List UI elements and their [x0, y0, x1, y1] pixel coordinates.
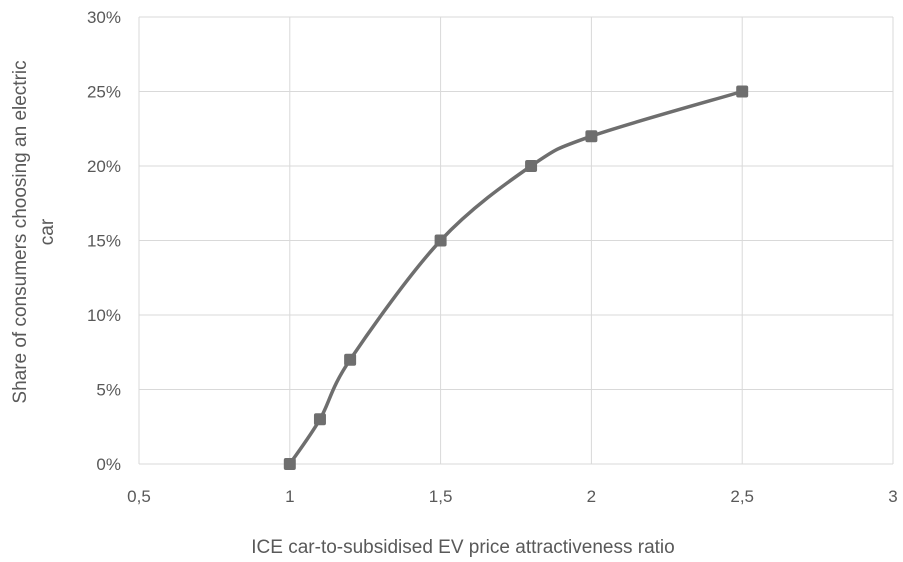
- data-point-marker: [736, 86, 748, 98]
- y-axis-tick-labels: 0% 5% 10% 15% 20% 25% 30%: [87, 8, 121, 474]
- series-line: [290, 92, 742, 465]
- data-point-marker: [314, 413, 326, 425]
- y-axis-title-line-2: car: [37, 218, 58, 245]
- data-point-marker: [585, 130, 597, 142]
- y-tick-label: 30%: [87, 8, 121, 27]
- y-tick-label: 25%: [87, 83, 121, 102]
- data-point-marker: [284, 458, 296, 470]
- data-point-marker: [435, 235, 447, 247]
- y-tick-label: 15%: [87, 232, 121, 251]
- data-point-marker: [525, 160, 537, 172]
- data-point-marker: [344, 354, 356, 366]
- x-tick-label: 2,5: [730, 487, 754, 506]
- x-tick-label: 3: [888, 487, 897, 506]
- y-tick-label: 5%: [96, 381, 121, 400]
- x-tick-label: 1: [285, 487, 294, 506]
- x-tick-label: 0,5: [127, 487, 151, 506]
- data-points: [284, 86, 748, 471]
- x-tick-label: 2: [587, 487, 596, 506]
- y-axis-title-line-1: Share of consumers choosing an electric: [10, 60, 31, 403]
- x-tick-label: 1,5: [429, 487, 453, 506]
- y-tick-label: 10%: [87, 306, 121, 325]
- y-tick-label: 20%: [87, 157, 121, 176]
- y-tick-label: 0%: [96, 455, 121, 474]
- x-axis-tick-labels: 0,5 1 1,5 2 2,5 3: [127, 487, 898, 506]
- x-axis-title: ICE car-to-subsidised EV price attractiv…: [251, 537, 674, 558]
- grid-lines: [139, 17, 893, 464]
